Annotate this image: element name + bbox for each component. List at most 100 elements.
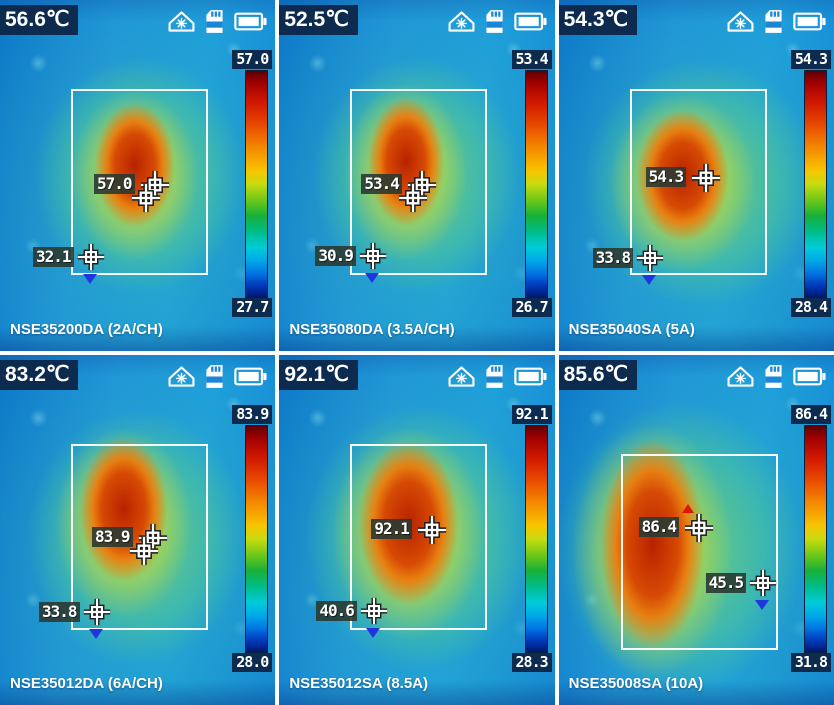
status-icons	[168, 9, 267, 34]
battery-icon	[514, 12, 547, 31]
scale-max-label: 57.0	[232, 50, 273, 70]
status-icons	[727, 364, 826, 389]
measure-area-box	[350, 443, 488, 630]
measure-area-box	[350, 89, 488, 275]
hot-spot-marker: 92.1	[371, 515, 449, 561]
sd-card-icon	[764, 364, 783, 389]
sd-card-icon	[485, 9, 504, 34]
thermal-panel-nse35080da: 52.5℃ 53.4 26.7 53.4 30.9 NSE35080DA (3.…	[279, 0, 555, 351]
thermal-image	[558, 0, 834, 351]
cold-arrow-icon	[82, 274, 97, 284]
crosshair-icon	[749, 569, 777, 597]
crosshair-icon	[398, 183, 428, 213]
color-scale-bar	[245, 70, 269, 298]
sd-card-icon	[205, 364, 224, 389]
hot-spot-temp: 53.4	[361, 174, 402, 194]
status-icons	[448, 9, 547, 34]
cold-spot-marker: 40.6	[316, 597, 388, 641]
scale-max-label: 54.3	[790, 50, 831, 70]
cold-arrow-icon	[642, 275, 657, 285]
model-label: NSE35008SA (10A)	[568, 675, 704, 692]
cold-arrow-icon	[365, 627, 380, 638]
hot-arrow-icon	[682, 503, 695, 513]
thermal-image	[0, 354, 276, 705]
sd-card-icon	[485, 364, 504, 389]
status-icons	[448, 364, 547, 389]
laser-warning-icon	[168, 366, 195, 387]
cold-spot-marker: 30.9	[315, 242, 387, 286]
hot-spot-temp: 54.3	[645, 167, 687, 187]
crosshair-icon	[129, 536, 159, 566]
thermal-panel-nse35012sa: 92.1℃ 92.1 28.3 92.1 40.6 NSE35012SA (8.…	[279, 354, 555, 705]
scale-min-label: 28.4	[790, 298, 831, 318]
max-temp-readout: 92.1℃	[279, 359, 358, 390]
color-scale-bar	[804, 70, 827, 298]
color-scale-bar	[245, 424, 269, 653]
scale-max-label: 83.9	[232, 404, 273, 424]
max-temp-readout: 54.3℃	[558, 5, 638, 35]
color-scale-bar	[524, 424, 548, 653]
measure-area-box	[71, 443, 208, 630]
status-icons	[727, 9, 826, 34]
scale-min-label: 28.3	[511, 652, 552, 672]
scale-max-label: 53.4	[511, 50, 552, 70]
crosshair-icon	[77, 243, 105, 271]
color-scale-bar	[804, 424, 827, 653]
cold-spot-marker: 33.8	[39, 598, 111, 642]
status-icons	[168, 364, 267, 389]
cold-spot-marker: 33.8	[592, 244, 665, 288]
crosshair-icon	[691, 163, 721, 193]
model-label: NSE35080DA (3.5A/CH)	[289, 320, 455, 338]
cold-spot-temp: 30.9	[315, 246, 356, 266]
thermal-image	[0, 0, 276, 351]
battery-icon	[793, 12, 826, 31]
color-scale-bar	[524, 70, 548, 298]
model-label: NSE35012SA (8.5A)	[289, 675, 429, 692]
scale-min-label: 31.8	[790, 652, 831, 672]
max-temp-readout: 83.2℃	[0, 359, 79, 390]
crosshair-icon	[83, 598, 111, 626]
scale-max-label: 86.4	[790, 404, 831, 424]
sd-card-icon	[205, 9, 224, 34]
cold-arrow-icon	[755, 599, 770, 610]
thermal-image	[558, 354, 834, 705]
model-label: NSE35200DA (2A/CH)	[10, 320, 163, 338]
laser-warning-icon	[727, 11, 754, 32]
cold-arrow-icon	[88, 628, 103, 639]
thermal-image	[279, 0, 555, 351]
hot-spot-temp: 83.9	[92, 526, 133, 547]
hot-spot-marker: 57.0	[94, 170, 172, 216]
battery-icon	[234, 12, 267, 31]
cold-spot-marker: 32.1	[33, 243, 105, 287]
sd-card-icon	[764, 9, 783, 34]
thermal-panel-nse35040sa: 54.3℃ 54.3 28.4 54.3 33.8 NSE35040SA (5A…	[558, 0, 834, 351]
model-label: NSE35040SA (5A)	[568, 320, 695, 338]
laser-warning-icon	[448, 11, 475, 32]
hot-spot-temp: 86.4	[638, 516, 680, 537]
cold-spot-temp: 33.8	[592, 248, 634, 268]
laser-warning-icon	[727, 366, 754, 387]
scale-min-label: 28.0	[232, 652, 273, 672]
cold-spot-temp: 32.1	[33, 247, 74, 267]
crosshair-icon	[417, 515, 447, 545]
measure-area-box	[71, 89, 208, 275]
thermal-panel-nse35012da: 83.2℃ 83.9 28.0 83.9 33.8 NSE35012DA (6A…	[0, 354, 276, 705]
battery-icon	[514, 367, 547, 386]
hot-spot-temp: 92.1	[371, 518, 412, 539]
scale-min-label: 26.7	[511, 298, 552, 318]
cold-spot-temp: 40.6	[316, 600, 357, 621]
battery-icon	[793, 367, 826, 386]
hot-spot-temp: 57.0	[94, 174, 135, 194]
hot-spot-marker: 53.4	[361, 170, 439, 216]
hot-spot-marker: 86.4	[638, 503, 717, 559]
scale-max-label: 92.1	[511, 404, 552, 424]
measure-area-box	[629, 89, 767, 275]
thermal-panel-nse35008sa: 85.6℃ 86.4 31.8 86.4 45.5 NSE35008SA (10…	[558, 354, 834, 705]
hot-spot-marker: 54.3	[645, 163, 724, 209]
thermal-image	[279, 354, 555, 705]
max-temp-readout: 85.6℃	[558, 359, 638, 390]
laser-warning-icon	[168, 11, 195, 32]
hot-spot-marker: 83.9	[92, 523, 170, 569]
battery-icon	[234, 367, 267, 386]
